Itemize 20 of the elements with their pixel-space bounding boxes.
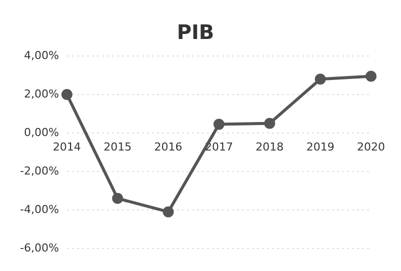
x-tick-label: 2020 xyxy=(357,140,386,154)
point xyxy=(314,74,326,85)
chart-title: PIB xyxy=(176,20,214,44)
point xyxy=(366,70,377,82)
y-tick-label: -4,00% xyxy=(20,202,59,216)
point xyxy=(213,118,224,130)
x-tick-label: 2014 xyxy=(52,140,81,154)
y-tick-label: -6,00% xyxy=(20,241,59,254)
point xyxy=(162,206,174,218)
y-tick-label: 0,00% xyxy=(24,126,59,139)
y-tick-label: 4,00% xyxy=(24,48,59,62)
y-tick-label: 2,00% xyxy=(24,87,59,100)
x-tick-label: 2018 xyxy=(256,140,284,154)
point xyxy=(61,88,72,100)
x-tick-label: 2015 xyxy=(104,140,132,154)
point xyxy=(112,192,124,204)
y-tick-label: -2,00% xyxy=(20,164,59,178)
point xyxy=(264,118,276,129)
x-tick-label: 2016 xyxy=(154,140,182,154)
x-tick-label: 2019 xyxy=(306,140,334,154)
